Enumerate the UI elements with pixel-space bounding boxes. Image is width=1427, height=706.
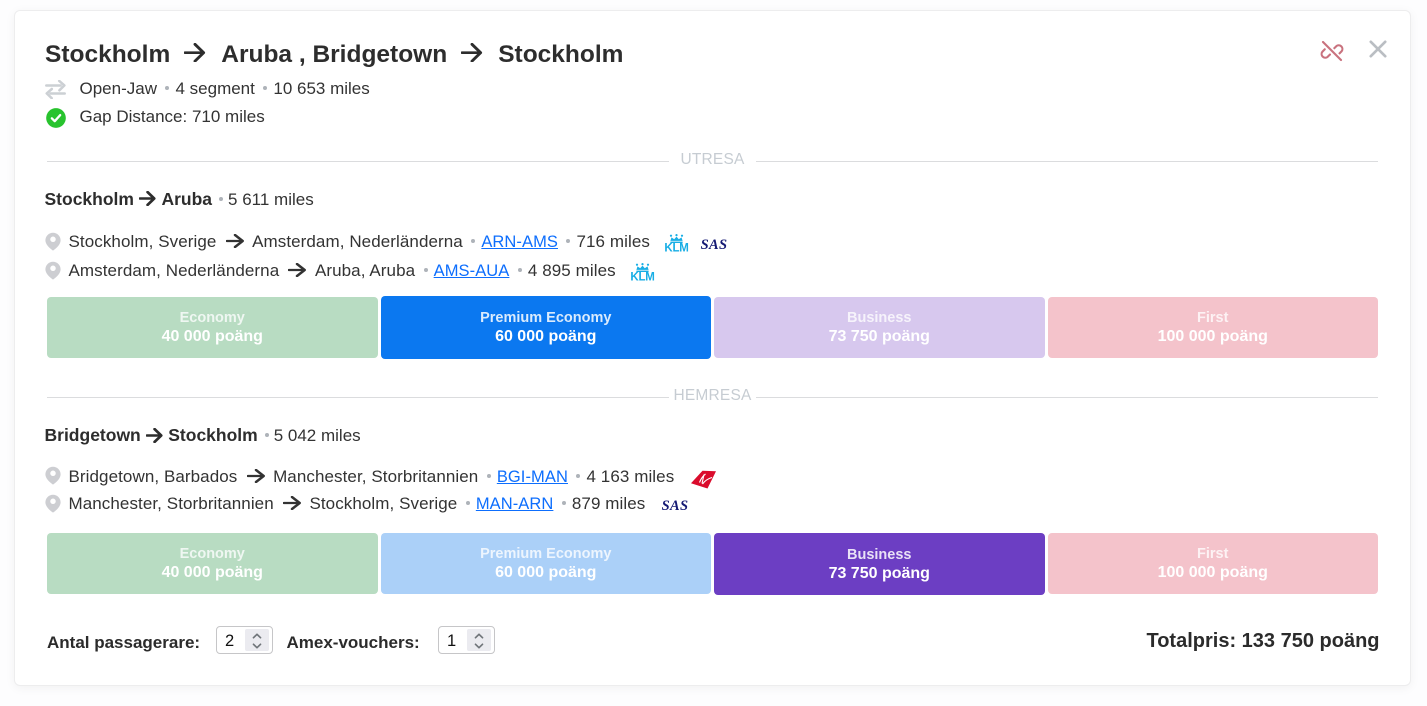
svg-text:SAS: SAS [701,238,728,251]
svg-text:KLM: KLM [664,243,688,253]
svg-text:SAS: SAS [662,499,689,512]
svg-text:KLM: KLM [630,271,654,281]
